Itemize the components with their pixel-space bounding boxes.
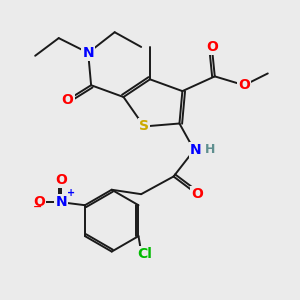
Text: O: O bbox=[206, 40, 218, 54]
Text: O: O bbox=[56, 173, 67, 187]
Text: O: O bbox=[33, 195, 45, 209]
Text: N: N bbox=[82, 46, 94, 60]
Text: N: N bbox=[190, 143, 202, 157]
Text: S: S bbox=[139, 119, 149, 134]
Text: O: O bbox=[61, 93, 74, 107]
Text: Cl: Cl bbox=[137, 247, 152, 261]
Text: H: H bbox=[205, 143, 215, 157]
Text: O: O bbox=[191, 187, 203, 201]
Text: N: N bbox=[56, 195, 67, 209]
Text: −: − bbox=[33, 202, 42, 212]
Text: +: + bbox=[67, 188, 75, 198]
Text: O: O bbox=[238, 78, 250, 92]
